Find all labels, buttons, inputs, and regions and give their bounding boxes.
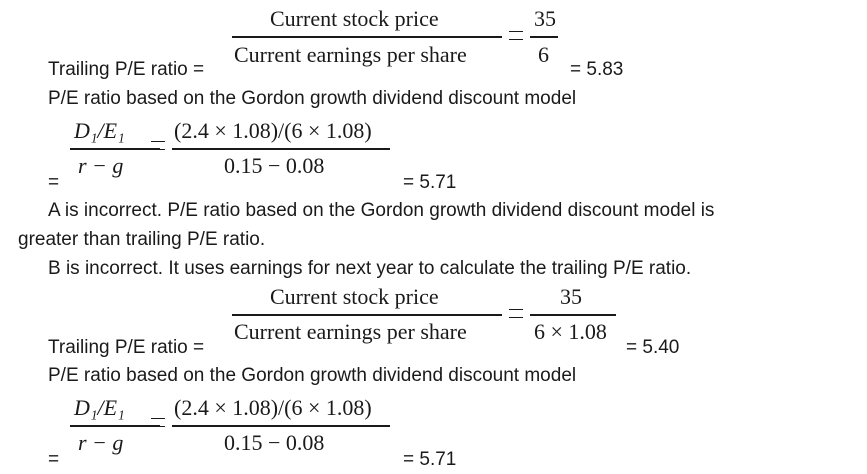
result-5-40: = 5.40 xyxy=(626,337,680,358)
denominator-6: 6 xyxy=(538,42,549,67)
equals-sign xyxy=(151,141,165,150)
fraction-bar xyxy=(70,425,160,427)
numerator-current-stock-price: Current stock price xyxy=(270,6,439,31)
leading-equals: = xyxy=(48,172,60,193)
denominator-expression: 0.15 − 0.08 xyxy=(224,153,325,178)
result-5-71: = 5.71 xyxy=(403,172,457,193)
numerator-expression: (2.4 × 1.08)/(6 × 1.08) xyxy=(174,395,372,420)
equals-sign xyxy=(509,309,523,318)
explanation-b-line: B is incorrect. It uses earnings for nex… xyxy=(48,258,692,279)
denominator-expression: 0.15 − 0.08 xyxy=(224,430,325,455)
numerator-expression: (2.4 × 1.08)/(6 × 1.08) xyxy=(174,118,372,143)
numerator-d1-e1: D₁/E₁ xyxy=(74,118,125,143)
denominator-current-eps: Current earnings per share xyxy=(234,319,467,344)
fraction-bar xyxy=(172,425,390,427)
leading-equals: = xyxy=(48,449,60,470)
result-5-83: = 5.83 xyxy=(570,59,624,80)
equals-sign xyxy=(151,418,165,427)
denominator-current-eps: Current earnings per share xyxy=(234,42,467,67)
fraction-bar xyxy=(232,36,502,38)
gordon-heading-2: P/E ratio based on the Gordon growth div… xyxy=(48,365,577,386)
fraction-bar xyxy=(530,314,616,316)
explanation-a-line-2: greater than trailing P/E ratio. xyxy=(18,229,266,250)
fraction-bar xyxy=(530,36,558,38)
gordon-heading-1: P/E ratio based on the Gordon growth div… xyxy=(48,88,577,109)
result-5-71: = 5.71 xyxy=(403,449,457,470)
fraction-bar xyxy=(232,314,502,316)
numerator-35: 35 xyxy=(534,6,556,31)
numerator-current-stock-price: Current stock price xyxy=(270,284,439,309)
numerator-d1-e1: D₁/E₁ xyxy=(74,395,125,420)
trailing-pe-label: Trailing P/E ratio = xyxy=(48,337,205,358)
fraction-bar xyxy=(172,148,390,150)
explanation-a-line-1: A is incorrect. P/E ratio based on the G… xyxy=(48,200,715,221)
denominator-r-g: r − g xyxy=(78,153,124,178)
denominator-r-g: r − g xyxy=(78,430,124,455)
trailing-pe-label: Trailing P/E ratio = xyxy=(48,59,205,80)
numerator-35: 35 xyxy=(560,284,582,309)
fraction-bar xyxy=(70,148,160,150)
equals-sign xyxy=(509,31,523,40)
denominator-6-times-1-08: 6 × 1.08 xyxy=(534,319,607,344)
